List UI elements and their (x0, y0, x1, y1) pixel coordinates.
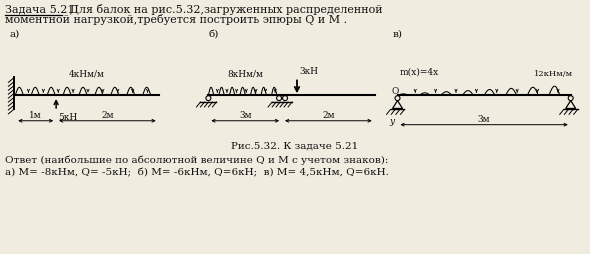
Text: Задача 5.21.: Задача 5.21. (5, 5, 78, 14)
Text: 3м: 3м (478, 114, 490, 123)
Text: б): б) (208, 29, 219, 38)
Text: 4кНм/м: 4кНм/м (69, 69, 105, 78)
Text: 3м: 3м (239, 110, 251, 119)
Text: а) М= -8кНм, Q= -5кН;  б) М= -6кНм, Q=6кН;  в) М= 4,5кНм, Q=6кН.: а) М= -8кНм, Q= -5кН; б) М= -6кНм, Q=6кН… (5, 168, 389, 177)
Text: моментной нагрузкой,требуется построить эпюры Q и М .: моментной нагрузкой,требуется построить … (5, 14, 348, 25)
Text: Рис.5.32. К задаче 5.21: Рис.5.32. К задаче 5.21 (231, 141, 359, 150)
Text: 8кНм/м: 8кНм/м (227, 69, 263, 78)
Text: 12кНм/м: 12кНм/м (533, 70, 573, 78)
Text: m(x)=4x: m(x)=4x (400, 67, 439, 76)
Text: 5кН: 5кН (58, 113, 77, 121)
Text: 2м: 2м (101, 110, 114, 119)
Text: 2м: 2м (322, 110, 335, 119)
Text: Ответ (наибольшие по абсолютной величине Q и М с учетом знаков):: Ответ (наибольшие по абсолютной величине… (5, 155, 389, 164)
Text: 1м: 1м (30, 110, 42, 119)
Text: 3кН: 3кН (299, 67, 318, 76)
Text: y: y (389, 116, 395, 125)
Text: а): а) (9, 29, 19, 38)
Text: в): в) (392, 29, 402, 38)
Text: Для балок на рис.5.32,загруженных распределенной: Для балок на рис.5.32,загруженных распре… (63, 4, 383, 14)
Text: O: O (392, 87, 399, 96)
